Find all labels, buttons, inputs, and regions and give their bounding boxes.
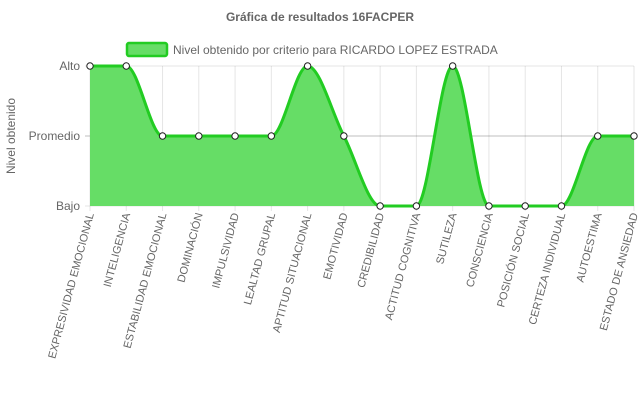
y-axis-ticks: Bajo Promedio Alto xyxy=(29,59,81,213)
data-point[interactable] xyxy=(158,132,167,140)
data-point[interactable] xyxy=(630,132,638,140)
x-tick-label: POSICIÓN SOCIAL xyxy=(494,211,532,308)
series xyxy=(90,64,634,208)
y-tick-label: Promedio xyxy=(29,129,81,143)
x-tick-label: IMPULSIVIDAD xyxy=(210,212,242,290)
data-point[interactable] xyxy=(122,62,130,70)
x-tick-label: CERTEZA INDIVIDUAL xyxy=(527,212,568,327)
chart-title: Gráfica de resultados 16FACPER xyxy=(226,10,414,24)
x-tick-label: APTITUD SITUACIONAL xyxy=(271,212,315,334)
legend[interactable]: Nivel obtenido por criterio para RICARDO… xyxy=(125,41,498,58)
data-point[interactable] xyxy=(376,202,384,210)
x-tick-label: ESTADO DE ANSIEDAD xyxy=(598,212,639,332)
x-tick-label: DOMINACIÓN xyxy=(175,211,206,283)
series-area xyxy=(90,66,634,206)
x-tick-label: ESTABILIDAD EMOCIONAL xyxy=(122,212,170,350)
x-tick-label: ACTITUD COGNITIVA xyxy=(383,211,423,321)
x-tick-label: AUTOESTIMA xyxy=(575,211,605,284)
x-tick-label: SUTILEZA xyxy=(434,211,459,266)
legend-swatch[interactable] xyxy=(125,41,169,58)
x-tick-label: EMOTIVIDAD xyxy=(321,212,350,281)
series-line xyxy=(90,64,634,208)
legend-label[interactable]: Nivel obtenido por criterio para RICARDO… xyxy=(173,43,498,57)
y-tick-label: Bajo xyxy=(56,199,80,213)
x-tick-label: CREDIBILIDAD xyxy=(356,212,388,290)
x-tick-label: CONSCIENCIA xyxy=(464,211,496,289)
y-axis-label: Nivel obtenido xyxy=(4,98,18,174)
x-axis-ticks: EXPRESIVIDAD EMOCIONAL INTELIGENCIAESTABI… xyxy=(46,211,639,360)
x-tick-label: INTELIGENCIA xyxy=(102,211,134,289)
data-point[interactable] xyxy=(485,202,493,210)
data-point[interactable] xyxy=(521,202,529,210)
data-point[interactable] xyxy=(448,62,457,70)
x-tick-label: EXPRESIVIDAD EMOCIONAL xyxy=(46,212,97,360)
x-tick-label: LEALTAD GRUPAL xyxy=(242,212,278,307)
data-point[interactable] xyxy=(340,132,348,140)
data-point[interactable] xyxy=(303,62,312,70)
data-point[interactable] xyxy=(231,132,239,140)
data-point[interactable] xyxy=(86,62,94,70)
data-point[interactable] xyxy=(195,132,203,140)
data-point[interactable] xyxy=(594,132,602,140)
data-points xyxy=(86,62,638,210)
y-tick-label: Alto xyxy=(59,59,80,73)
data-point[interactable] xyxy=(412,202,421,210)
data-point[interactable] xyxy=(267,132,276,140)
data-point[interactable] xyxy=(557,202,566,210)
